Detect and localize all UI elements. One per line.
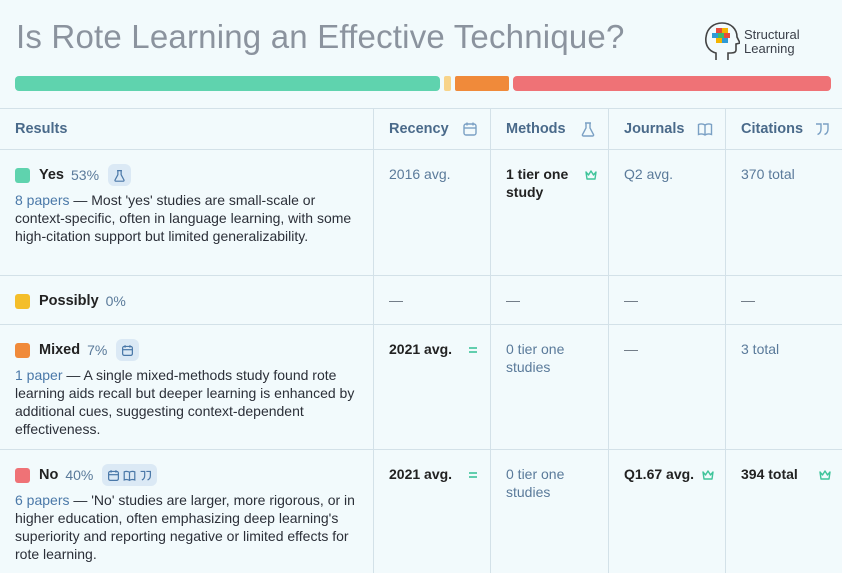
table-row-no: No 40% 6 papers — 'No' studies are large… <box>0 449 842 573</box>
result-percent-possibly: 0% <box>105 293 126 309</box>
header-results[interactable]: Results <box>15 121 68 137</box>
citations-yes: 370 total <box>725 150 842 275</box>
page-title: Is Rote Learning an Effective Technique? <box>16 18 625 55</box>
result-percent-mixed: 7% <box>87 342 108 358</box>
header-journals[interactable]: Journals <box>608 109 725 149</box>
badge-yes[interactable] <box>108 164 132 186</box>
citations-possibly: — <box>725 276 842 324</box>
methods-yes: 1 tier one study <box>490 150 608 275</box>
header-methods[interactable]: Methods <box>490 109 608 149</box>
recency-value-yes: 2016 avg. <box>389 166 451 182</box>
equals-icon <box>469 472 477 478</box>
distribution-bar-yes <box>15 76 440 91</box>
no-swatch <box>15 467 30 483</box>
result-cell-mixed: Mixed 7% 1 paper — A single mixed-method… <box>0 325 373 449</box>
crown-icon <box>585 170 597 180</box>
table-row-yes: Yes 53% 8 papers — Most 'yes' studies ar… <box>0 149 842 275</box>
journals-value-mixed: — <box>624 341 638 357</box>
table-header-row: Results Recency Methods Journals Citatio… <box>0 108 842 149</box>
structural-learning-logo: Structural Learning <box>702 20 800 64</box>
journals-yes: Q2 avg. <box>608 150 725 275</box>
result-description-yes: 8 papers — Most 'yes' studies are small-… <box>15 191 360 245</box>
header-recency[interactable]: Recency <box>373 109 490 149</box>
description-text-mixed: — A single mixed-methods study found rot… <box>15 367 355 437</box>
mixed-swatch <box>15 342 30 358</box>
recency-yes: 2016 avg. <box>373 150 490 275</box>
quote-icon <box>141 470 152 481</box>
badge-no[interactable] <box>102 464 158 486</box>
result-percent-yes: 53% <box>71 167 100 183</box>
journals-mixed: — <box>608 325 725 449</box>
methods-value-yes: 1 tier one study <box>506 166 569 200</box>
header-recency-label: Recency <box>389 121 449 137</box>
distribution-bar-no <box>513 76 831 91</box>
calendar-icon <box>108 469 120 481</box>
journals-value-possibly: — <box>624 292 638 308</box>
journals-value-yes: Q2 avg. <box>624 166 674 182</box>
header-journals-label: Journals <box>624 121 685 137</box>
result-description-mixed: 1 paper — A single mixed-methods study f… <box>15 366 360 438</box>
distribution-bar-possibly <box>444 76 451 91</box>
result-label-mixed: Mixed <box>39 342 81 358</box>
possibly-swatch <box>15 293 30 309</box>
citations-no: 394 total <box>725 450 842 573</box>
citations-value-mixed: 3 total <box>741 341 780 357</box>
methods-possibly: — <box>490 276 608 324</box>
logo-text-line2: Learning <box>744 41 795 56</box>
recency-value-no: 2021 avg. <box>389 466 453 482</box>
papers-link-no[interactable]: 6 papers <box>15 492 70 508</box>
result-label-possibly: Possibly <box>39 293 99 309</box>
table-row-mixed: Mixed 7% 1 paper — A single mixed-method… <box>0 324 842 449</box>
papers-link-yes[interactable]: 8 papers <box>15 192 70 208</box>
result-cell-yes: Yes 53% 8 papers — Most 'yes' studies ar… <box>0 150 373 275</box>
calendar-icon <box>463 122 477 136</box>
methods-value-mixed: 0 tier one studies <box>506 341 565 375</box>
yes-swatch <box>15 167 30 183</box>
flask-icon <box>114 169 125 182</box>
table-row-possibly: Possibly 0% — — — — <box>0 275 842 324</box>
citations-mixed: 3 total <box>725 325 842 449</box>
open-book-icon <box>123 470 136 481</box>
citations-value-yes: 370 total <box>741 166 795 182</box>
journals-no: Q1.67 avg. <box>608 450 725 573</box>
results-table: Results Recency Methods Journals Citatio… <box>0 108 842 573</box>
header-methods-label: Methods <box>506 121 566 137</box>
recency-value-possibly: — <box>389 292 403 308</box>
equals-icon <box>469 347 477 353</box>
open-book-icon <box>697 123 713 136</box>
crown-icon <box>819 470 831 480</box>
badge-mixed[interactable] <box>116 339 140 361</box>
papers-link-mixed[interactable]: 1 paper <box>15 367 63 383</box>
recency-possibly: — <box>373 276 490 324</box>
citations-value-possibly: — <box>741 292 755 308</box>
recency-no: 2021 avg. <box>373 450 490 573</box>
methods-value-no: 0 tier one studies <box>506 466 565 500</box>
header-citations[interactable]: Citations <box>725 109 842 149</box>
flask-icon <box>581 122 595 137</box>
head-logo-icon <box>705 22 740 60</box>
crown-icon <box>702 470 714 480</box>
methods-value-possibly: — <box>506 292 520 308</box>
result-cell-no: No 40% 6 papers — 'No' studies are large… <box>0 450 373 573</box>
result-percent-no: 40% <box>65 467 94 483</box>
distribution-bar-mixed <box>455 76 509 91</box>
recency-mixed: 2021 avg. <box>373 325 490 449</box>
journals-possibly: — <box>608 276 725 324</box>
description-text-no: — 'No' studies are larger, more rigorous… <box>15 492 355 562</box>
methods-mixed: 0 tier one studies <box>490 325 608 449</box>
citations-value-no: 394 total <box>741 466 798 482</box>
calendar-icon <box>122 344 134 356</box>
description-text-yes: — Most 'yes' studies are small-scale or … <box>15 192 352 244</box>
recency-value-mixed: 2021 avg. <box>389 341 453 357</box>
methods-no: 0 tier one studies <box>490 450 608 573</box>
header-citations-label: Citations <box>741 121 804 137</box>
quote-icon <box>816 123 829 136</box>
result-label-no: No <box>39 467 59 483</box>
result-description-no: 6 papers — 'No' studies are larger, more… <box>15 491 360 563</box>
logo-text-line1: Structural <box>744 27 800 42</box>
journals-value-no: Q1.67 avg. <box>624 466 695 482</box>
result-cell-possibly: Possibly 0% <box>0 276 373 324</box>
result-label-yes: Yes <box>39 167 64 183</box>
